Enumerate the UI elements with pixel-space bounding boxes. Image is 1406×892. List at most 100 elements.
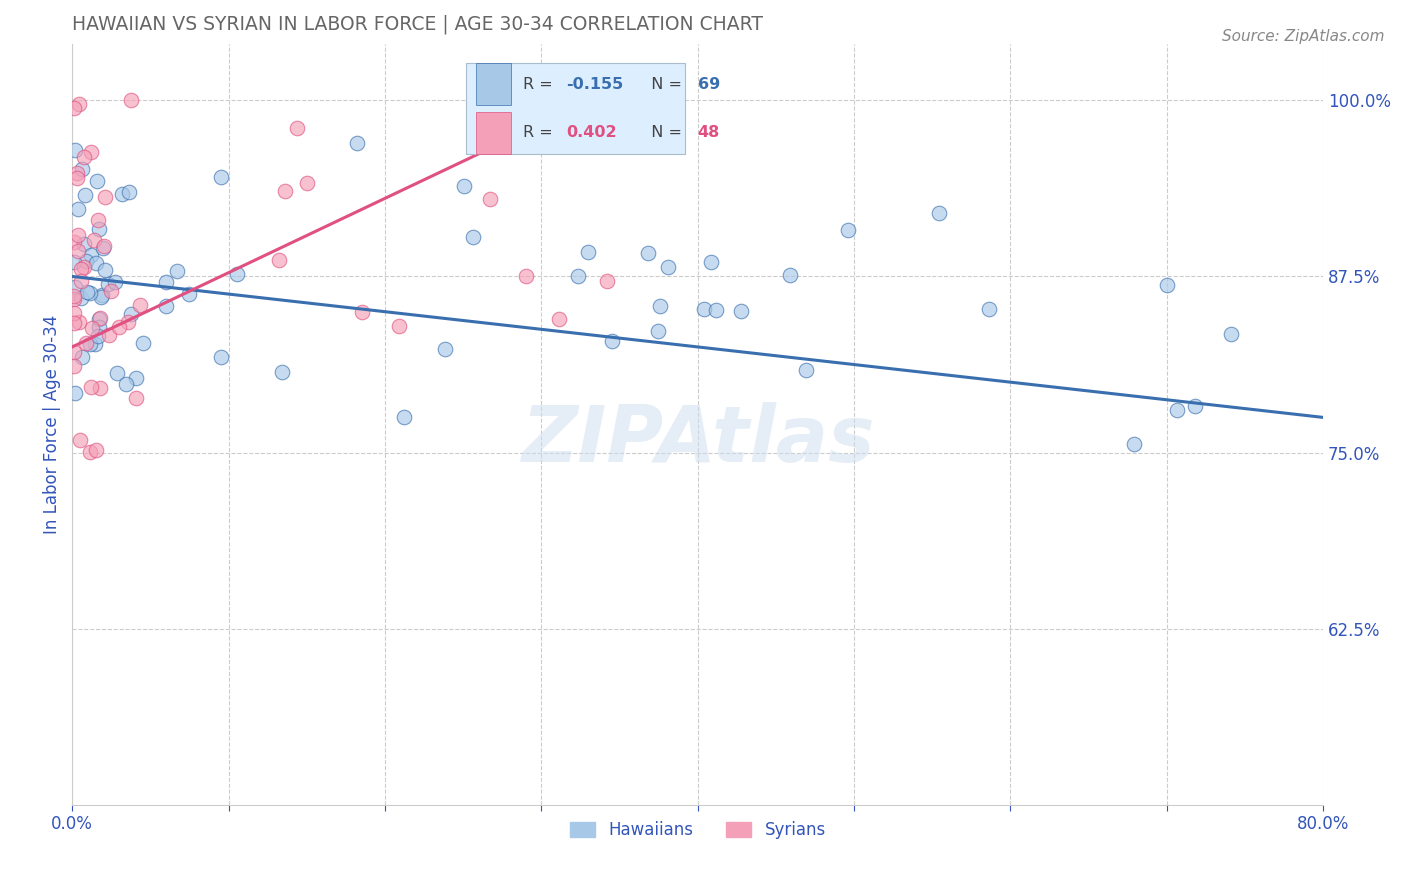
Point [63,143,86,157]
Point [79,286,101,301]
Point [567,268,589,283]
Point [108,320,131,334]
Point [155,275,177,289]
Point [209,350,232,364]
Point [62,101,84,115]
Point [94,263,117,277]
Point [115,376,138,391]
Text: ZIPAtlas: ZIPAtlas [522,401,875,478]
Point [120,307,142,321]
Point [80,380,103,394]
Point [70,262,93,277]
Point [91,288,114,302]
Point [80,145,103,160]
Point [69,274,91,288]
Point [62,235,84,249]
Point [547,312,569,326]
Point [75,335,97,350]
Point [65,385,87,400]
Point [73,237,96,252]
Point [657,260,679,274]
Point [66,202,89,217]
Point [650,299,672,313]
Point [89,222,111,236]
Text: -0.155: -0.155 [567,77,624,92]
Point [97,328,120,343]
Point [86,328,108,343]
Point [515,268,537,283]
Point [350,305,373,319]
Point [70,161,93,176]
Point [105,366,128,380]
Text: 48: 48 [697,126,720,140]
Point [346,136,368,150]
Bar [477,112,512,154]
Point [72,260,94,274]
Text: 0.402: 0.402 [567,126,617,140]
Point [62,306,84,320]
Point [388,319,411,334]
Point [479,192,502,206]
Point [730,303,752,318]
Point [72,351,94,365]
Point [62,255,84,269]
Point [125,371,148,385]
Point [699,255,721,269]
Text: N =: N = [641,126,688,140]
Bar [477,63,512,105]
Point [104,275,127,289]
Point [84,442,107,457]
Point [693,301,716,316]
Point [87,213,110,227]
Point [1166,403,1188,417]
Point [100,284,122,298]
Point [226,267,249,281]
Point [979,302,1001,317]
Point [94,189,117,203]
Point [79,336,101,351]
Point [155,299,177,313]
Point [596,274,619,288]
Point [62,359,84,373]
Point [66,227,89,242]
Point [166,264,188,278]
Point [73,188,96,202]
Point [67,96,90,111]
Point [84,256,107,270]
Point [120,93,142,107]
Point [82,321,104,335]
Point [111,187,134,202]
Point [79,445,101,459]
Point [928,206,950,220]
Point [1220,326,1243,341]
Point [461,230,484,244]
Point [392,409,415,424]
Legend: Hawaiians, Syrians: Hawaiians, Syrians [562,814,832,847]
Point [576,245,599,260]
Point [69,315,91,329]
Point [83,337,105,351]
Point [97,277,120,291]
Point [66,166,89,180]
Point [297,176,319,190]
Point [1156,277,1178,292]
Point [80,248,103,262]
Point [704,303,727,318]
Point [132,336,155,351]
Text: HAWAIIAN VS SYRIAN IN LABOR FORCE | AGE 30-34 CORRELATION CHART: HAWAIIAN VS SYRIAN IN LABOR FORCE | AGE … [72,15,763,35]
Point [87,319,110,334]
Point [128,298,150,312]
Point [433,342,456,356]
Point [118,185,141,199]
Point [637,245,659,260]
Point [124,391,146,405]
Text: R =: R = [523,77,557,92]
Text: N =: N = [641,77,688,92]
Point [794,363,817,377]
Text: 69: 69 [697,77,720,92]
Point [70,291,93,305]
Point [76,285,98,300]
Point [93,239,115,253]
Point [837,222,859,236]
Point [647,324,669,338]
